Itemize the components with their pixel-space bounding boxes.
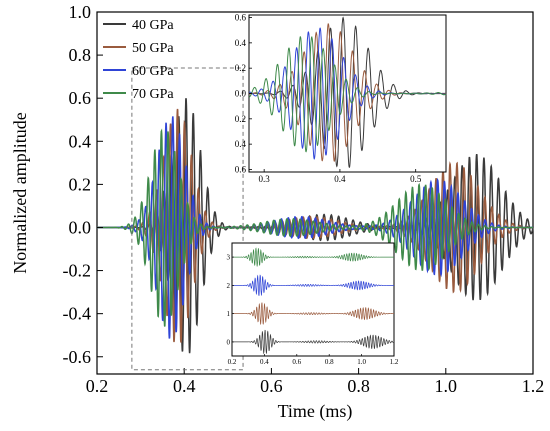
inset-zoom-y-label-6: 0.6 bbox=[235, 164, 247, 174]
zoom-selection-box bbox=[131, 67, 244, 371]
y-tick-label-4: 0.2 bbox=[69, 174, 92, 194]
inset-zoom-x-label-2: 0.5 bbox=[410, 174, 422, 184]
main-series-lines bbox=[97, 98, 534, 354]
legend-label-0: 40 GPa bbox=[132, 18, 174, 33]
series-line-1 bbox=[97, 108, 534, 343]
y-tick-label-3: 0.0 bbox=[69, 217, 92, 237]
inset-offset-x-label-2: 0.6 bbox=[292, 358, 301, 366]
inset-offset-ticks: 0.2 0.4 0.6 0.8 1.0 1.2 0 1 2 3 bbox=[227, 254, 399, 366]
inset-zoom-y-label-5: 0.4 bbox=[235, 139, 247, 149]
x-tick-label-3: 0.8 bbox=[347, 376, 370, 396]
inset-offset-line-2 bbox=[232, 274, 394, 297]
x-tick-label-5: 1.2 bbox=[522, 376, 545, 396]
inset-offset-y-label-0: 0 bbox=[227, 338, 231, 346]
inset-zoom-x-label-0: 0.3 bbox=[259, 174, 271, 184]
x-tick-label-2: 0.6 bbox=[260, 376, 283, 396]
inset-offset-x-label-5: 1.2 bbox=[390, 358, 399, 366]
main-plot-frame bbox=[96, 11, 534, 375]
series-line-3 bbox=[97, 128, 533, 327]
inset-zoom-y-label-0: 0.6 bbox=[235, 13, 247, 23]
x-tick-label-0: 0.2 bbox=[86, 376, 109, 396]
inset-zoom-lines bbox=[248, 16, 447, 168]
inset-offset-x-label-3: 0.8 bbox=[325, 358, 334, 366]
legend-label-1: 50 GPa bbox=[132, 41, 174, 56]
legend: 40 GPa 50 GPa 60 GPa 70 GPa bbox=[103, 18, 174, 102]
y-tick-label-2: -0.2 bbox=[63, 261, 92, 281]
inset-zoom-y-label-2: 0.2 bbox=[235, 63, 246, 73]
y-tick-label-8: 1.0 bbox=[69, 2, 92, 22]
main-tick-labels: 0.2 0.4 0.6 0.8 1.0 1.2-0.6-0.4-0.20.00.20.40… bbox=[63, 2, 545, 396]
y-tick-label-1: -0.4 bbox=[63, 304, 92, 324]
legend-label-3: 70 GPa bbox=[132, 87, 174, 102]
y-axis-title: Normalized amplitude bbox=[10, 112, 30, 273]
y-tick-label-7: 0.8 bbox=[69, 45, 92, 65]
inset-offset-line-0 bbox=[232, 329, 395, 355]
inset-zoom-line-3 bbox=[248, 36, 447, 153]
y-tick-label-0: -0.6 bbox=[63, 347, 92, 367]
inset-offset-y-label-2: 2 bbox=[227, 282, 231, 290]
inset-zoom-y-label-1: 0.4 bbox=[235, 38, 247, 48]
x-tick-label-4: 1.0 bbox=[435, 376, 458, 396]
inset-zoom-x-label-1: 0.4 bbox=[334, 174, 346, 184]
inset-offset-x-label-4: 1.0 bbox=[357, 358, 366, 366]
inset-offset-y-label-1: 1 bbox=[227, 310, 231, 318]
y-tick-label-6: 0.6 bbox=[69, 88, 92, 108]
y-tick-label-5: 0.4 bbox=[69, 131, 92, 151]
x-tick-label-1: 0.4 bbox=[173, 376, 196, 396]
inset-offset-line-3 bbox=[232, 247, 394, 267]
inset-zoom-plot: 0.3 0.4 0.5 0.6 0.4 0.2 0.0 0.2 0.4 0.6 bbox=[235, 13, 447, 184]
x-axis-title: Time (ms) bbox=[278, 401, 353, 422]
inset-offset-line-1 bbox=[232, 302, 394, 325]
series-line-2 bbox=[97, 116, 533, 339]
inset-offset-lines bbox=[232, 247, 395, 355]
inset-zoom-y-label-4: 0.2 bbox=[235, 114, 246, 124]
main-axis-ticks bbox=[96, 11, 534, 374]
inset-offset-y-label-3: 3 bbox=[227, 254, 231, 262]
legend-label-2: 60 GPa bbox=[132, 64, 174, 79]
inset-zoom-y-label-3: 0.0 bbox=[235, 89, 247, 99]
inset-offset-plot: 0.2 0.4 0.6 0.8 1.0 1.2 0 1 2 3 bbox=[227, 242, 399, 366]
inset-offset-x-label-0: 0.2 bbox=[228, 358, 237, 366]
inset-offset-x-label-1: 0.4 bbox=[260, 358, 269, 366]
inset-zoom-ticks: 0.3 0.4 0.5 0.6 0.4 0.2 0.0 0.2 0.4 0.6 bbox=[235, 13, 422, 184]
